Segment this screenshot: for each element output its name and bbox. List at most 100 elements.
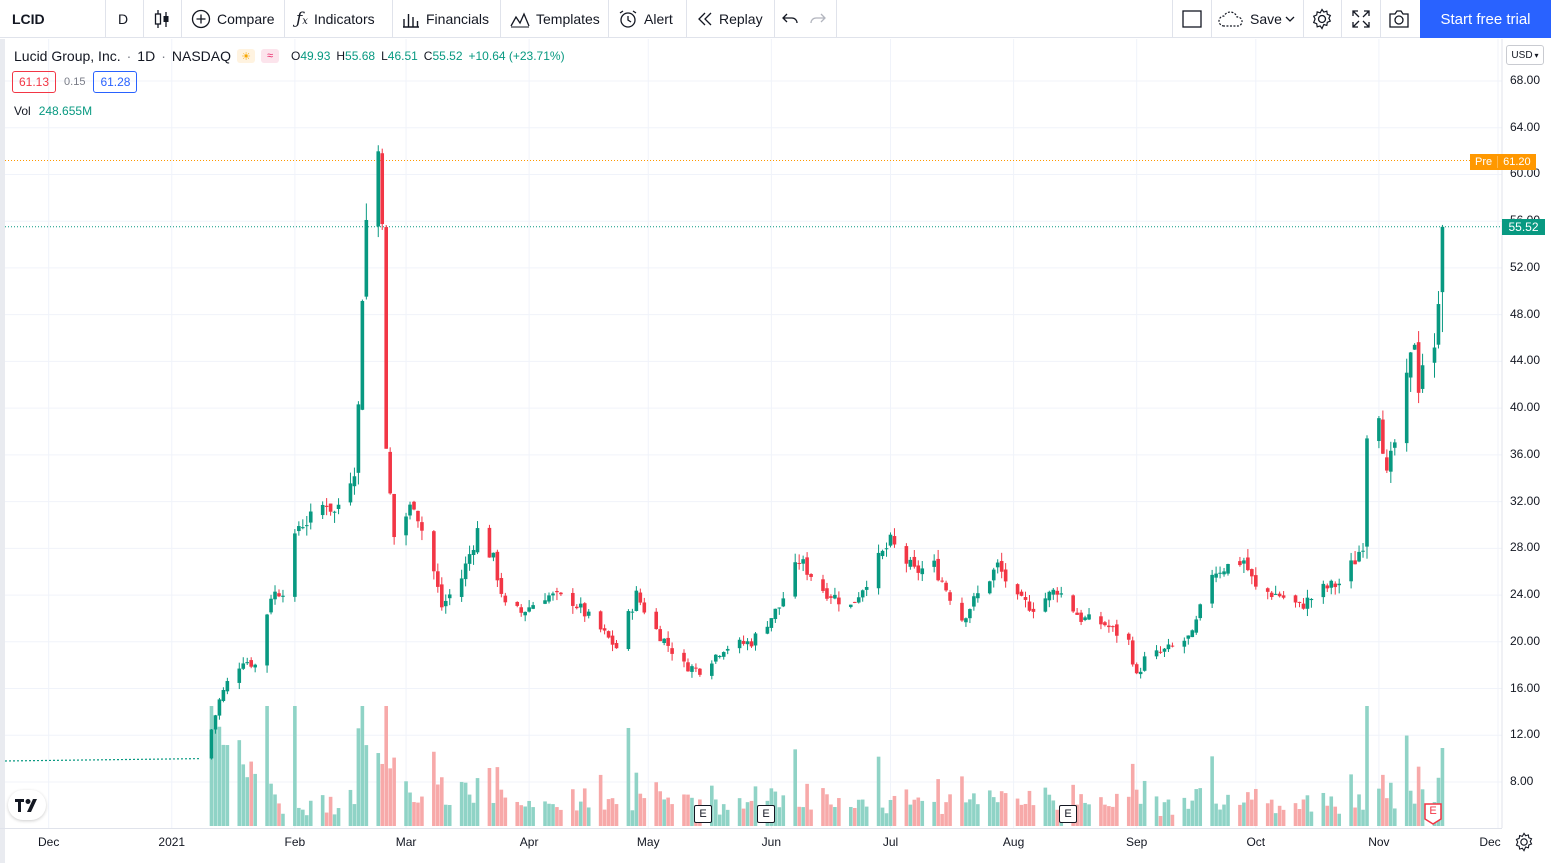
alert-label: Alert bbox=[644, 11, 673, 27]
earnings-marker[interactable]: E bbox=[757, 805, 775, 823]
volume-bar bbox=[626, 727, 631, 826]
volume-bar bbox=[1015, 798, 1020, 826]
start-free-trial-button[interactable]: Start free trial bbox=[1420, 0, 1551, 38]
candle-body bbox=[1210, 574, 1214, 604]
candle-body bbox=[833, 594, 837, 599]
candle-body bbox=[972, 596, 976, 607]
indicators-button[interactable]: ƒx Indicators bbox=[296, 0, 375, 38]
snapshot-button[interactable] bbox=[1388, 0, 1410, 38]
layout-button[interactable] bbox=[1182, 0, 1202, 38]
volume-bar bbox=[1385, 798, 1389, 826]
volume-bar bbox=[217, 726, 222, 826]
currency-dropdown[interactable]: USD ▾ bbox=[1506, 45, 1544, 65]
volume-label[interactable]: Vol bbox=[14, 104, 31, 118]
volume-bar bbox=[1281, 809, 1286, 826]
candle-body bbox=[328, 503, 333, 512]
price-tick-label: 16.00 bbox=[1510, 680, 1541, 695]
volume-bar bbox=[1182, 797, 1187, 826]
volume-bar bbox=[642, 798, 647, 826]
symbol-search-button[interactable]: LCID bbox=[12, 0, 45, 38]
replay-button[interactable]: Replay bbox=[697, 0, 763, 38]
candle-body bbox=[1158, 651, 1163, 653]
candle-body bbox=[837, 597, 841, 605]
tradingview-logo[interactable] bbox=[8, 790, 46, 820]
candle-body bbox=[209, 729, 214, 759]
candle-body bbox=[443, 600, 448, 607]
time-tick-label: Oct bbox=[1246, 835, 1266, 849]
volume-bar bbox=[1107, 806, 1111, 826]
compare-button[interactable]: Compare bbox=[191, 0, 275, 38]
legend-separator: · bbox=[161, 48, 166, 64]
legend-symbol-name[interactable]: Lucid Group, Inc. bbox=[14, 48, 121, 64]
candle-body bbox=[904, 546, 909, 564]
time-axis[interactable]: Dec 2021 Feb Mar Apr May Jun Jul Aug Sep Oct Nov Dec bbox=[0, 828, 1502, 863]
upcoming-earnings-marker[interactable]: E bbox=[1424, 803, 1442, 825]
legend-interval: 1D bbox=[137, 48, 156, 64]
price-chart[interactable] bbox=[0, 39, 1551, 863]
undo-button[interactable] bbox=[782, 0, 798, 38]
save-button[interactable]: Save bbox=[1218, 0, 1282, 38]
candle-body bbox=[459, 578, 464, 597]
earnings-marker-label: E bbox=[1064, 808, 1072, 820]
candle-body bbox=[380, 153, 385, 225]
earnings-marker[interactable]: E bbox=[1059, 805, 1077, 823]
volume-bar bbox=[582, 788, 587, 826]
sell-price-button[interactable]: 61.13 bbox=[12, 71, 57, 93]
candle-body bbox=[1361, 550, 1365, 552]
settings-button[interactable] bbox=[1311, 0, 1333, 38]
chart-settings-gear-icon[interactable] bbox=[1514, 832, 1534, 857]
price-tick-label: 64.00 bbox=[1510, 119, 1541, 134]
volume-bar bbox=[356, 728, 361, 826]
volume-bar bbox=[987, 790, 992, 826]
candle-body bbox=[1142, 656, 1147, 671]
candle-body bbox=[713, 654, 718, 662]
volume-bar bbox=[1126, 796, 1131, 826]
volume-bar bbox=[1309, 811, 1314, 826]
volume-bar bbox=[662, 799, 666, 826]
volume-bar bbox=[443, 804, 448, 826]
fullscreen-button[interactable] bbox=[1351, 0, 1371, 38]
change-value: +10.64 (+23.71%) bbox=[468, 49, 565, 63]
volume-bar bbox=[269, 783, 273, 826]
candle-body bbox=[777, 607, 782, 609]
market-hours-sun-icon[interactable]: ☀ bbox=[237, 49, 255, 63]
candle-body bbox=[301, 527, 305, 529]
candle-body bbox=[1198, 604, 1203, 619]
chart-type-button[interactable] bbox=[153, 0, 171, 38]
volume-bar bbox=[447, 804, 452, 826]
volume-bar bbox=[749, 800, 754, 826]
financials-button[interactable]: Financials bbox=[402, 0, 489, 38]
candle-body bbox=[654, 611, 659, 630]
camera-icon bbox=[1388, 10, 1410, 28]
candle-body bbox=[1226, 564, 1230, 574]
volume-bar bbox=[801, 807, 805, 826]
volume-bar bbox=[459, 781, 464, 826]
redo-button[interactable] bbox=[810, 0, 826, 38]
realtime-icon[interactable]: ≈ bbox=[261, 49, 279, 63]
earnings-marker[interactable]: E bbox=[694, 805, 712, 823]
alert-button[interactable]: Alert bbox=[618, 0, 673, 38]
volume-bar bbox=[777, 807, 782, 826]
interval-button[interactable]: D bbox=[118, 0, 128, 38]
volume-bar bbox=[932, 801, 936, 826]
volume-bar bbox=[213, 728, 218, 826]
volume-bar bbox=[634, 772, 639, 826]
volume-bar bbox=[1087, 804, 1091, 826]
volume-bar bbox=[1420, 789, 1425, 826]
candle-body bbox=[1134, 664, 1139, 674]
volume-bar bbox=[1218, 809, 1222, 826]
volume-bar bbox=[686, 794, 690, 826]
volume-bar bbox=[388, 768, 392, 826]
candle-body bbox=[356, 404, 361, 473]
pre-label: Pre bbox=[1475, 156, 1493, 168]
candle-body bbox=[555, 591, 559, 593]
save-dropdown-button[interactable] bbox=[1285, 0, 1295, 38]
candle-body bbox=[1126, 633, 1131, 640]
volume-bar bbox=[523, 806, 527, 826]
buy-price-button[interactable]: 61.28 bbox=[93, 71, 138, 93]
templates-button[interactable]: Templates bbox=[510, 0, 600, 38]
candle-body bbox=[1329, 580, 1334, 588]
candle-body bbox=[447, 594, 452, 599]
volume-bar bbox=[1142, 780, 1147, 826]
volume-bar bbox=[940, 813, 944, 826]
